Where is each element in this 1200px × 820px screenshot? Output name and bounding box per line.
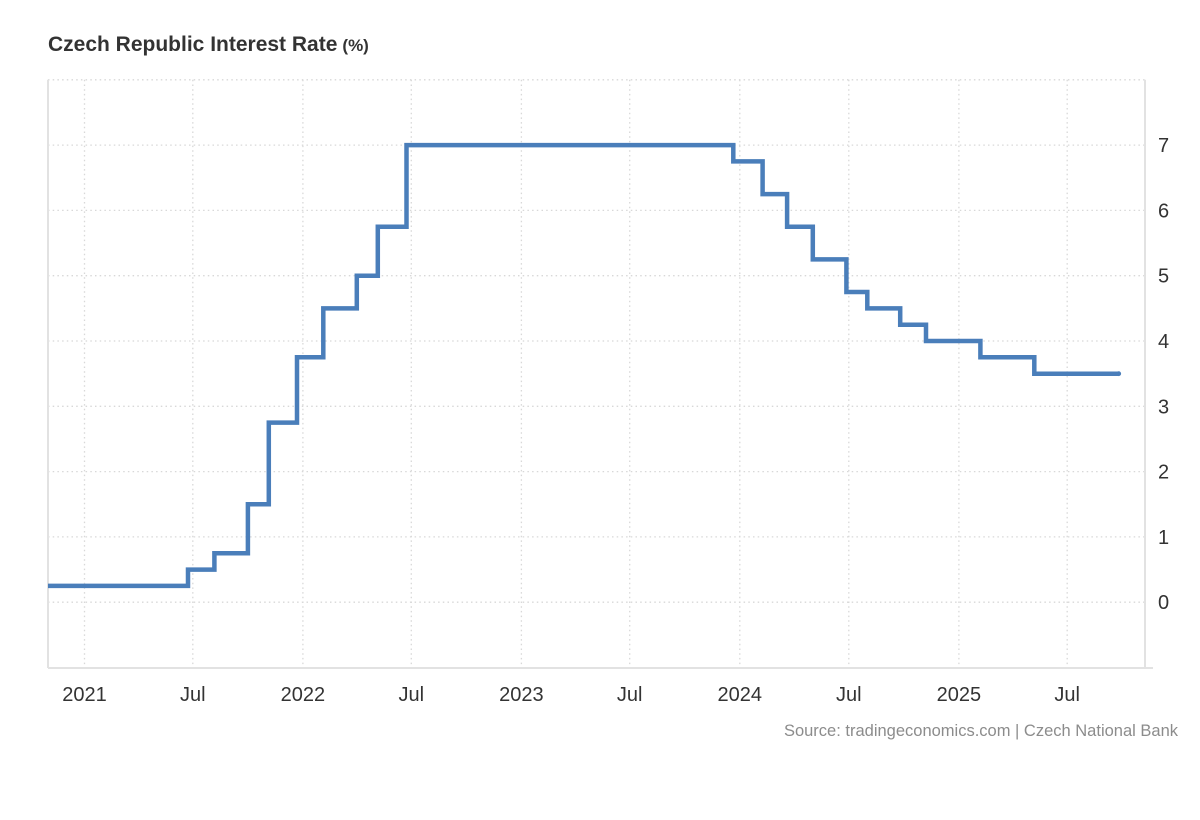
x-axis-label: Jul <box>617 684 643 706</box>
y-axis-label: 0 <box>1158 592 1169 614</box>
x-axis-label: 2024 <box>718 684 763 706</box>
x-axis-label: Jul <box>836 684 862 706</box>
chart-title: Czech Republic Interest Rate (%) <box>48 33 369 57</box>
y-axis-label: 5 <box>1158 266 1169 288</box>
series-line <box>48 142 1119 589</box>
x-axis-label: 2025 <box>937 684 982 706</box>
y-axis-label: 1 <box>1158 527 1169 549</box>
y-axis-label: 4 <box>1158 331 1169 353</box>
chart-title-unit: (%) <box>342 36 369 55</box>
series-end-point <box>1116 371 1122 377</box>
y-axis-label: 7 <box>1158 135 1169 157</box>
x-axis-label: 2023 <box>499 684 544 706</box>
x-axis-label: Jul <box>180 684 206 706</box>
x-axis-label: Jul <box>1054 684 1080 706</box>
y-axis-label: 2 <box>1158 462 1169 484</box>
source-attribution: Source: tradingeconomics.com | Czech Nat… <box>783 722 1178 740</box>
x-axis-label: 2021 <box>62 684 107 706</box>
y-axis-label: 3 <box>1158 396 1169 418</box>
chart-title-text: Czech Republic Interest Rate <box>48 33 338 56</box>
x-axis-label: Jul <box>399 684 425 706</box>
x-axis-label: 2022 <box>281 684 326 706</box>
y-axis-label: 6 <box>1158 200 1169 222</box>
